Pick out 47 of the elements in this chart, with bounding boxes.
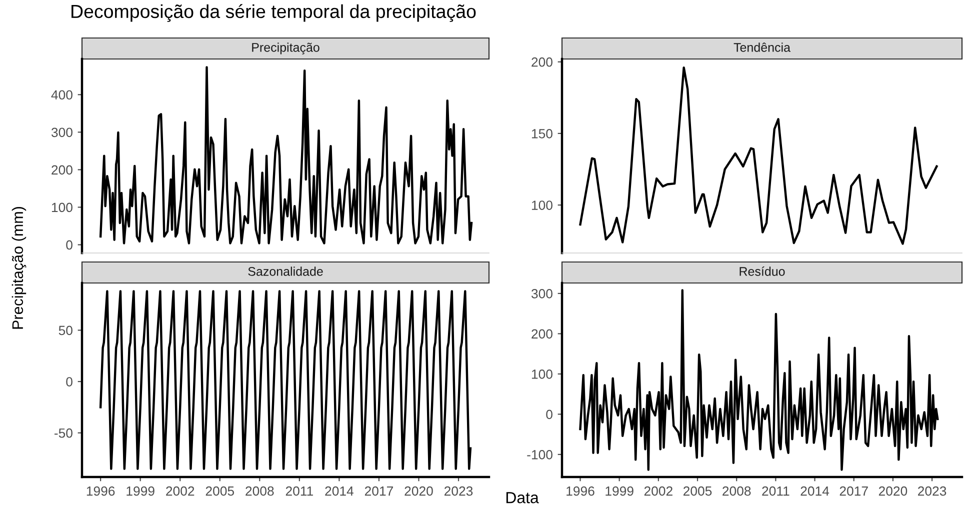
x-tick-label: 2005	[683, 486, 712, 496]
x-tick-label: 1999	[606, 486, 634, 496]
x-tick-label: 2017	[840, 486, 868, 496]
y-tick-label: 100	[532, 370, 552, 379]
x-axis-title: Data	[506, 492, 539, 504]
line-series	[99, 290, 472, 470]
y-tick-label: 100	[52, 202, 72, 212]
line-series	[579, 289, 939, 471]
x-tick-label: 2014	[800, 486, 830, 496]
x-tick-label: 2011	[762, 486, 790, 496]
y-tick-label: 300	[51, 128, 72, 138]
x-tick-label: 2020	[878, 486, 908, 496]
y-tick-label: 150	[532, 129, 552, 138]
x-tick-label: 2020	[404, 486, 433, 496]
y-axis-title: Precipitação (mm)	[12, 206, 26, 329]
line-series	[99, 66, 473, 244]
x-tick-label: 2011	[286, 486, 313, 496]
x-tick-label: 2017	[364, 486, 393, 496]
chart-subtitle: Resíduo	[740, 266, 785, 276]
x-tick-label: 1996	[566, 486, 594, 496]
y-tick-label: 200	[52, 165, 72, 175]
x-tick-label: 2023	[918, 486, 946, 496]
y-tick-label: 200	[532, 57, 552, 67]
chart-title: Decomposição da série temporal da precipitação	[72, 4, 476, 22]
y-tick-label: 0	[546, 410, 552, 420]
x-tick-label: 2002	[644, 486, 672, 496]
y-tick-label: 50	[58, 326, 72, 336]
line-series	[579, 66, 938, 245]
x-tick-label: 2014	[325, 486, 354, 496]
y-tick-label: 200	[532, 329, 552, 339]
y-tick-label: -100	[527, 450, 552, 460]
y-tick-label: 400	[51, 90, 72, 100]
x-tick-label: 2023	[444, 486, 473, 496]
x-tick-label: 2008	[722, 486, 751, 496]
chart-subtitle: Tendência	[734, 42, 790, 52]
y-tick-label: -50	[54, 428, 72, 438]
y-tick-label: 100	[532, 200, 552, 210]
x-tick-label: 2008	[246, 486, 274, 496]
x-tick-label: 1999	[126, 486, 154, 496]
y-tick-label: 0	[66, 377, 72, 386]
x-tick-label: 2005	[206, 486, 234, 496]
chart-subtitle: Sazonalidade	[248, 266, 323, 276]
chart-subtitle: Precipitação	[252, 42, 320, 54]
x-tick-label: 2002	[166, 486, 194, 496]
x-tick-label: 1996	[86, 486, 115, 496]
y-tick-label: 0	[66, 240, 72, 250]
y-tick-label: 300	[531, 289, 552, 298]
